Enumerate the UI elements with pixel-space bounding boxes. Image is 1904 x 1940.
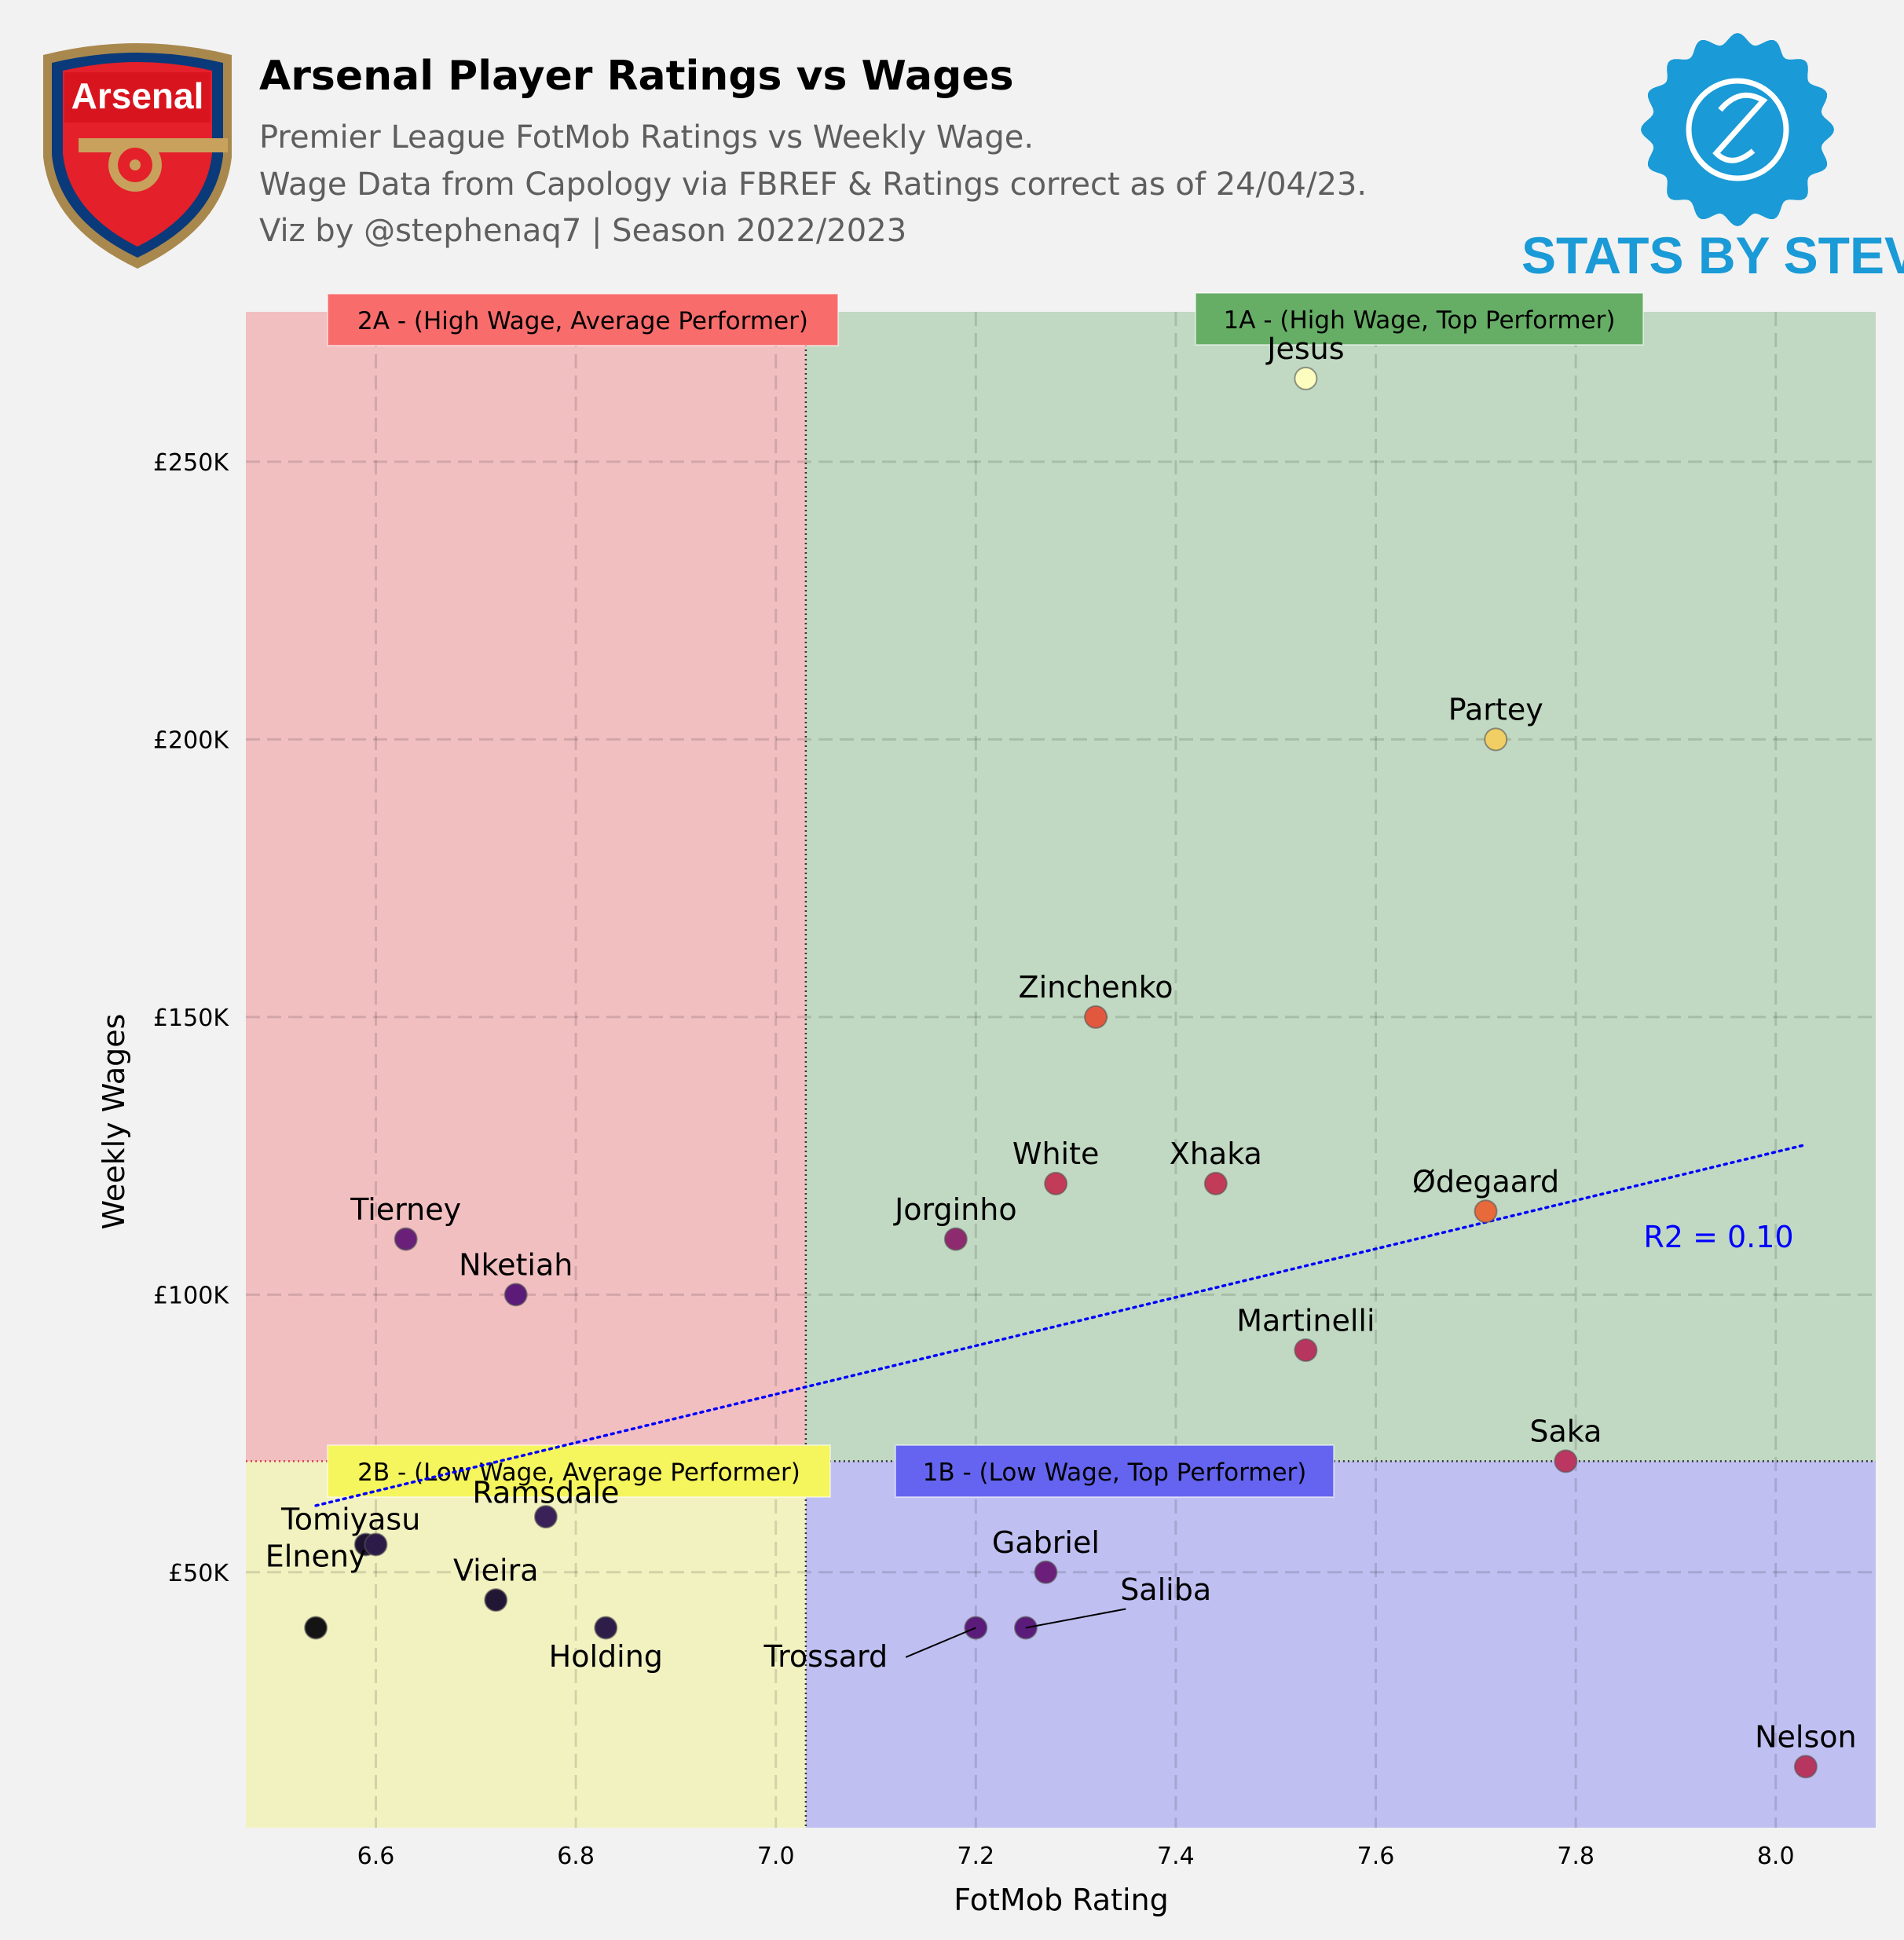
point-label: Tierney [350, 1192, 461, 1227]
subtitle-line-1: Premier League FotMob Ratings vs Weekly … [259, 119, 1034, 156]
point-label: Ramsdale [472, 1475, 619, 1510]
arsenal-badge-logo: Arsenal [43, 43, 232, 269]
leader-line [1025, 1608, 1126, 1629]
chart-title: Arsenal Player Ratings vs Wages [259, 53, 1014, 100]
x-tick-label: 8.0 [1757, 1843, 1795, 1870]
x-tick-label: 7.6 [1357, 1843, 1395, 1870]
x-tick-label: 7.2 [957, 1843, 994, 1870]
quadrant-2b-bg [246, 1461, 806, 1828]
quadrant-2a-label-box [327, 293, 839, 346]
x-tick-label: 7.8 [1557, 1843, 1595, 1870]
x-axis-ticks: 6.6 6.8 7.0 7.2 7.4 7.6 7.8 8.0 [357, 1843, 1795, 1870]
quadrant-labels: 2A - (High Wage, Average Performer) 1A - … [327, 292, 1644, 1498]
point-label: Zinchenko [1019, 970, 1174, 1005]
point-martinelli [1294, 1338, 1318, 1363]
point-label: White [1012, 1137, 1100, 1171]
stats-by-steve-logo: STATS BY STEVE [1521, 33, 1904, 284]
x-tick-label: 6.8 [557, 1843, 595, 1870]
y-tick-label: £50K [168, 1560, 229, 1587]
point-tierney [394, 1227, 418, 1251]
quadrant-1a-bg [805, 312, 1876, 1462]
badge-text: Arsenal [71, 75, 204, 116]
x-tick-label: 7.4 [1157, 1843, 1195, 1870]
x-tick-label: 7.0 [757, 1843, 795, 1870]
point-label: Gabriel [992, 1525, 1100, 1560]
gridlines [246, 312, 1876, 1828]
leader-line [905, 1627, 976, 1658]
point-partey [1484, 727, 1508, 752]
point-ramsdale [533, 1505, 558, 1529]
trendline-line [314, 1143, 1807, 1507]
quadrant-2a-label: 2A - (High Wage, Average Performer) [357, 307, 808, 335]
y-axis-ticks: £50K £100K £150K £200K £250K [153, 449, 229, 1587]
point-tomiyasu-2 [364, 1532, 388, 1557]
data-points [304, 366, 1818, 1779]
point-label: Jesus [1265, 331, 1344, 366]
quadrant-1a-label-box [1195, 292, 1644, 346]
quadrant-2b-label-box [327, 1444, 831, 1498]
point-elneny [304, 1616, 328, 1640]
point-jesus [1294, 366, 1318, 390]
point-white [1044, 1171, 1068, 1195]
quadrant-1b-label: 1B - (Low Wage, Top Performer) [923, 1459, 1307, 1487]
leader-lines [905, 1608, 1126, 1658]
point-ødegaard [1474, 1199, 1498, 1224]
quadrant-2a-bg [246, 312, 806, 1462]
quadrant-2b-label: 2B - (Low Wage, Average Performer) [357, 1459, 800, 1487]
y-tick-label: £150K [153, 1005, 229, 1032]
point-saka [1554, 1449, 1578, 1473]
point-label: Tomiyasu [280, 1502, 420, 1536]
point-xhaka [1203, 1171, 1228, 1195]
point-label: Xhaka [1170, 1137, 1262, 1171]
subtitle-line-2: Wage Data from Capology via FBREF & Rati… [259, 167, 1367, 203]
point-holding [594, 1616, 618, 1640]
point-label: Jorginho [893, 1192, 1017, 1227]
trendline [314, 1143, 1807, 1507]
point-gabriel [1034, 1560, 1058, 1584]
r2-label: R2 = 0.10 [1643, 1220, 1793, 1254]
point-label: Nelson [1755, 1719, 1857, 1754]
y-axis-label: Weekly Wages [97, 1014, 131, 1230]
quadrant-1b-label-box [895, 1444, 1335, 1498]
point-label: Holding [549, 1639, 663, 1674]
point-label: Ødegaard [1412, 1165, 1559, 1199]
point-label: Nketiah [459, 1248, 573, 1283]
brand-text: STATS BY STEVE [1521, 226, 1904, 284]
point-jorginho [943, 1227, 968, 1251]
point-label: Saliba [1120, 1572, 1211, 1607]
point-labels: Jesus Partey Zinchenko White Xhaka Ødegaard Jo… [265, 331, 1857, 1754]
x-tick-label: 6.6 [357, 1843, 395, 1870]
point-nelson [1793, 1755, 1818, 1779]
point-vieira [484, 1588, 508, 1612]
point-label: Partey [1448, 693, 1543, 727]
quadrant-1b-bg [805, 1461, 1876, 1828]
point-label: Elneny [265, 1539, 367, 1574]
x-axis-label: FotMob Rating [954, 1883, 1168, 1917]
point-label: Trossard [763, 1639, 888, 1674]
point-label: Martinelli [1236, 1303, 1375, 1338]
subtitle-line-3: Viz by @stephenaq7 | Season 2022/2023 [259, 213, 906, 249]
point-label: Saka [1529, 1415, 1602, 1449]
quadrant-1a-label: 1A - (High Wage, Top Performer) [1224, 306, 1616, 335]
point-zinchenko [1084, 1005, 1108, 1029]
point-nketiah [503, 1283, 528, 1307]
quadrant-backgrounds [246, 312, 1876, 1828]
y-tick-label: £200K [153, 727, 229, 754]
y-tick-label: £250K [153, 449, 229, 477]
y-tick-label: £100K [153, 1282, 229, 1309]
point-label: Vieira [453, 1553, 539, 1587]
